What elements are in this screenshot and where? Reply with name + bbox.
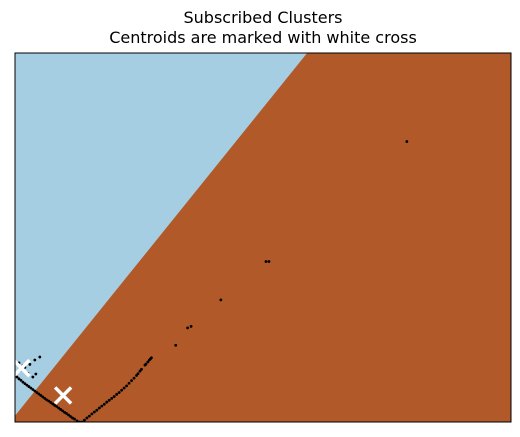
data-point	[186, 326, 190, 330]
data-point	[51, 402, 55, 406]
data-point	[31, 375, 35, 379]
data-point	[125, 384, 128, 388]
data-point	[130, 379, 133, 383]
data-point	[63, 411, 66, 414]
data-point	[71, 416, 74, 420]
data-point	[174, 343, 178, 347]
data-point	[122, 386, 126, 390]
data-point	[143, 363, 147, 367]
data-point	[33, 389, 37, 393]
data-point	[41, 395, 45, 399]
centroid-cross-stroke	[53, 386, 73, 405]
data-point	[107, 398, 111, 402]
data-point	[59, 408, 63, 411]
data-point	[29, 386, 33, 390]
data-point	[405, 140, 409, 143]
data-point	[92, 410, 96, 414]
data-point	[49, 401, 53, 404]
data-point	[97, 406, 101, 410]
data-point	[117, 391, 121, 394]
data-point	[57, 406, 61, 410]
data-point	[100, 404, 104, 408]
data-point	[45, 398, 49, 402]
data-point	[95, 408, 99, 412]
data-point	[23, 382, 27, 386]
data-point	[33, 358, 37, 362]
data-point	[35, 391, 39, 394]
data-point	[43, 396, 47, 400]
data-point	[110, 396, 114, 400]
data-point	[112, 395, 116, 398]
data-point	[28, 363, 32, 366]
chart-title: Subscribed Clusters	[183, 8, 343, 27]
data-point	[264, 260, 268, 263]
centroid-marker	[12, 358, 31, 378]
data-point	[31, 388, 35, 391]
data-point	[127, 381, 131, 385]
data-point	[25, 383, 29, 387]
data-point	[34, 372, 38, 376]
plot-area	[12, 52, 512, 423]
data-point	[75, 419, 79, 422]
plot-frame	[14, 52, 512, 423]
data-point	[135, 374, 138, 377]
cluster-region-0	[15, 53, 308, 416]
data-point	[27, 385, 31, 388]
data-point	[132, 376, 136, 380]
data-point	[17, 377, 21, 381]
data-point	[39, 394, 43, 397]
data-point	[53, 403, 57, 407]
data-point	[105, 400, 109, 404]
centroid-marker	[53, 386, 73, 405]
data-point	[67, 413, 70, 417]
data-point	[138, 369, 142, 373]
chart-title-block: Subscribed Clusters Centroids are marked…	[15, 8, 511, 48]
data-point	[267, 260, 271, 263]
data-point	[120, 388, 124, 392]
data-point	[38, 355, 42, 359]
data-point	[189, 325, 193, 328]
data-point	[115, 392, 119, 396]
data-point	[219, 298, 223, 302]
data-point	[88, 414, 91, 418]
data-point	[102, 402, 106, 406]
centroid-cross-stroke	[12, 358, 31, 378]
data-point	[90, 412, 94, 416]
data-point	[15, 375, 19, 379]
data-point	[69, 415, 72, 418]
data-point	[21, 380, 25, 384]
chart-subtitle: Centroids are marked with white cross	[109, 28, 417, 47]
data-point	[85, 416, 89, 420]
data-point	[19, 378, 23, 382]
data-point	[37, 392, 41, 396]
data-point	[146, 360, 150, 364]
data-point	[61, 409, 65, 413]
data-point	[83, 418, 86, 422]
